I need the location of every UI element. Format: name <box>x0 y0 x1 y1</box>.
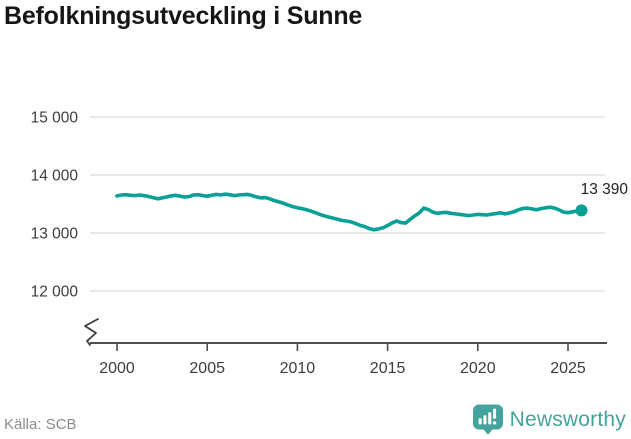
y-axis-labels-group: 15 000 14 000 13 000 12 000 <box>31 110 79 301</box>
y-axis-tick-label: 13 000 <box>31 226 79 243</box>
y-axis-tick-label: 14 000 <box>31 168 79 185</box>
population-line-series <box>115 192 584 232</box>
x-axis-tick-label: 2005 <box>189 360 225 377</box>
newsworthy-logo: Newsworthy <box>472 404 626 435</box>
x-axis-tick-label: 2020 <box>460 360 496 377</box>
x-axis-tick-label: 2025 <box>550 360 586 377</box>
x-axis-tick-label: 2000 <box>99 360 135 377</box>
y-axis-tick-label: 12 000 <box>31 284 79 301</box>
brand-name: Newsworthy <box>509 407 626 431</box>
x-axis-group: 2000 2005 2010 2015 2020 2025 <box>99 343 586 377</box>
chart-title: Befolkningsutveckling i Sunne <box>4 2 363 30</box>
latest-value-dot <box>575 204 588 217</box>
source-note: Källa: SCB <box>4 416 77 433</box>
x-axis-tick-label: 2015 <box>370 360 406 377</box>
x-axis-tick-label: 2010 <box>280 360 316 377</box>
newsworthy-barchart-bubble-icon <box>472 404 503 435</box>
axis-break-zigzag-icon <box>84 318 99 346</box>
y-axis-tick-label: 15 000 <box>31 110 79 127</box>
gridlines-group <box>90 116 605 292</box>
latest-value-label: 13 390 <box>581 181 629 198</box>
